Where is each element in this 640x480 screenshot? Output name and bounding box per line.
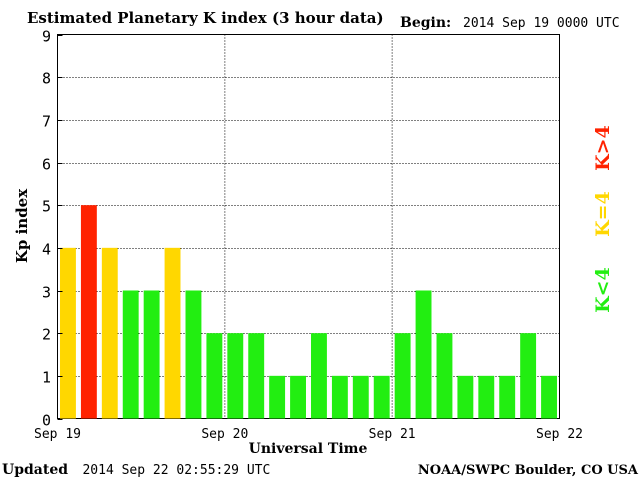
kp-bar bbox=[311, 333, 327, 419]
kp-bar bbox=[520, 333, 537, 419]
kp-bar bbox=[185, 290, 202, 419]
kp-bar bbox=[499, 375, 516, 419]
kp-bar bbox=[164, 247, 181, 419]
y-tick-label: 8 bbox=[42, 70, 51, 88]
legend-k-less-4: K<4 bbox=[592, 267, 614, 313]
y-tick-label: 3 bbox=[42, 284, 51, 302]
y-tick-label: 2 bbox=[42, 326, 51, 344]
kp-bar bbox=[415, 290, 432, 419]
kp-bar bbox=[80, 205, 97, 419]
source-credit: NOAA/SWPC Boulder, CO USA bbox=[418, 463, 639, 478]
plot-frame bbox=[57, 34, 560, 419]
kp-bar bbox=[394, 333, 411, 419]
kp-bar bbox=[457, 375, 474, 419]
kp-bar bbox=[290, 375, 306, 419]
x-tick-label: Sep 21 bbox=[369, 427, 416, 442]
updated-label-word: Updated bbox=[2, 462, 68, 478]
kp-bar bbox=[248, 333, 265, 419]
updated-timestamp: 2014 Sep 22 02:55:29 UTC bbox=[82, 463, 270, 478]
kp-bar bbox=[122, 290, 139, 419]
kp-bar bbox=[227, 333, 244, 419]
y-ticks: 0 1 2 3 4 5 6 7 8 9 bbox=[42, 28, 63, 430]
updated-label: Updated 2014 Sep 22 02:55:29 UTC bbox=[2, 462, 270, 478]
y-axis-label: Kp index bbox=[13, 188, 31, 263]
x-ticks: Sep 19 Sep 20 Sep 21 Sep 22 bbox=[34, 427, 583, 442]
legend-k-equal-4: K=4 bbox=[592, 191, 614, 237]
x-tick-label: Sep 19 bbox=[34, 427, 81, 442]
kp-bar bbox=[436, 333, 453, 419]
kp-bar bbox=[101, 247, 118, 419]
begin-label: Begin: bbox=[400, 15, 451, 31]
legend-k-greater-4: K>4 bbox=[592, 125, 614, 171]
x-axis-label: Universal Time bbox=[249, 441, 368, 457]
y-tick-label: 7 bbox=[42, 113, 51, 131]
y-tick-label: 5 bbox=[42, 198, 51, 216]
grid-lines bbox=[57, 34, 560, 419]
y-tick-label: 4 bbox=[42, 241, 51, 259]
x-tick-label: Sep 22 bbox=[536, 427, 583, 442]
kp-bar bbox=[60, 247, 76, 419]
y-tick-label: 9 bbox=[42, 28, 51, 46]
bars bbox=[60, 205, 557, 419]
kp-bar bbox=[352, 375, 369, 419]
kp-bar bbox=[541, 375, 557, 419]
kp-bar bbox=[206, 333, 223, 419]
y-tick-label: 6 bbox=[42, 156, 51, 174]
legend: K<4 K=4 K>4 bbox=[592, 125, 614, 313]
kp-bar bbox=[269, 375, 286, 419]
chart-title: Estimated Planetary K index (3 hour data… bbox=[27, 9, 384, 27]
kp-bar bbox=[331, 375, 348, 419]
kp-bar bbox=[478, 375, 495, 419]
kp-bar bbox=[143, 290, 160, 419]
begin-value: 2014 Sep 19 0000 UTC bbox=[463, 16, 620, 31]
x-tick-label: Sep 20 bbox=[201, 427, 248, 442]
y-tick-label: 0 bbox=[42, 412, 51, 430]
y-tick-label: 1 bbox=[42, 369, 51, 387]
kp-bar bbox=[373, 375, 390, 419]
